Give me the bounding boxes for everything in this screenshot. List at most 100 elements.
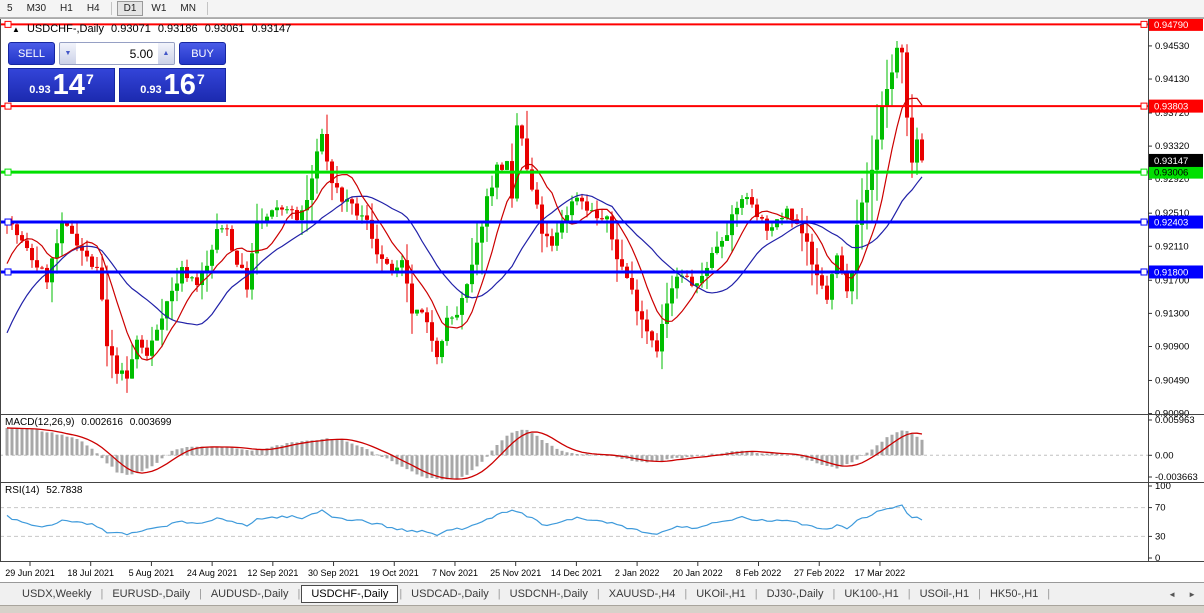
one-click-trading-panel: SELL ▼ 5.00 ▲ BUY 0.93 14 7 0.93 16 7 xyxy=(8,42,226,102)
chart-title: ▲ USDCHF-,Daily 0.93071 0.93186 0.93061 … xyxy=(12,23,295,35)
chart-tab-ukoil-h1[interactable]: UKOil-,H1 xyxy=(696,588,746,600)
chart-canvas[interactable]: 0.94530 0.94130 0.93720 0.93320 0.92920 0.925… xyxy=(0,0,1204,580)
candles xyxy=(5,40,924,393)
buy-big-figure: 0.93 xyxy=(140,84,162,96)
price-tick-label: 0.91700 xyxy=(1155,275,1189,286)
sell-pips: 14 xyxy=(52,69,85,101)
sell-big-figure: 0.93 xyxy=(29,84,51,96)
timeframe-toolbar: 5 M30 H1 H4 D1 W1 MN xyxy=(0,0,1204,18)
price-tick-label: 0.90900 xyxy=(1155,342,1189,353)
tab-separator: | xyxy=(596,588,600,600)
macd-axis-label: -0.003663 xyxy=(1155,472,1198,483)
toolbar-separator xyxy=(110,2,112,15)
macd-value: 0.002616 xyxy=(81,417,123,428)
level-handle[interactable] xyxy=(4,102,12,110)
date-label: 27 Feb 2022 xyxy=(794,568,845,578)
timeframe-button-W1[interactable]: W1 xyxy=(151,3,167,14)
tab-separator: | xyxy=(978,588,981,600)
volume-decrease-button[interactable]: ▼ xyxy=(60,43,76,64)
collapse-panel-icon[interactable]: ▲ xyxy=(12,25,20,34)
rsi-plot xyxy=(0,504,1148,537)
chart-tab-dj30-daily[interactable]: DJ30-,Daily xyxy=(766,588,824,600)
ohlc-high: 0.93186 xyxy=(157,23,198,35)
ohlc-open: 0.93071 xyxy=(111,23,151,35)
macd-axis-label: 0.00 xyxy=(1155,450,1174,461)
current-price-label: 0.93147 xyxy=(1154,156,1188,167)
chart-tab-xauusd-h4[interactable]: XAUUSD-,H4 xyxy=(608,588,676,600)
macd-signal-value: 0.003699 xyxy=(129,417,172,428)
tab-separator: | xyxy=(832,588,836,600)
price-axis[interactable]: 0.94530 0.94130 0.93720 0.93320 0.92920 0.925… xyxy=(1140,0,1204,580)
tab-separator: | xyxy=(198,588,202,600)
rsi-axis-label: 100 xyxy=(1155,481,1171,492)
tab-scroll-right-icon[interactable]: ► xyxy=(1188,589,1196,599)
buy-pips: 16 xyxy=(163,69,196,101)
chart-tab-usdcnh-daily[interactable]: USDCNH-,Daily xyxy=(509,588,588,600)
date-label: 24 Aug 2021 xyxy=(187,568,238,578)
macd-name: MACD(12,26,9) xyxy=(5,417,75,428)
price-tick-label: 0.94530 xyxy=(1155,41,1189,52)
chart-tab-eurusd-daily[interactable]: EURUSD-,Daily xyxy=(112,588,190,600)
timeframe-button-D1[interactable]: D1 xyxy=(116,1,144,16)
price-tick-label: 0.93720 xyxy=(1155,108,1189,119)
timeframe-button-MN[interactable]: MN xyxy=(180,3,196,14)
time-axis[interactable]: 29 Jun 2021 18 Jul 2021 5 Aug 2021 24 Aug 2… xyxy=(5,562,905,578)
tab-separator: | xyxy=(100,588,104,600)
rsi-line xyxy=(6,504,923,537)
date-label: 7 Nov 2021 xyxy=(432,568,478,578)
timeframe-button-M30[interactable]: M30 xyxy=(26,3,47,14)
date-label: 14 Dec 2021 xyxy=(551,568,602,578)
buy-price-display[interactable]: 0.93 16 7 xyxy=(119,68,226,102)
tab-scroll-left-icon[interactable]: ◄ xyxy=(1168,589,1177,599)
volume-increase-button[interactable]: ▲ xyxy=(158,43,174,64)
price-tick-label: 0.91300 xyxy=(1155,308,1189,319)
chart-tab-audusd-daily[interactable]: AUDUSD-,Daily xyxy=(210,588,289,600)
tab-separator: | xyxy=(1047,588,1051,600)
triangle-up-icon: ▲ xyxy=(162,50,170,57)
level-handle[interactable] xyxy=(4,268,12,276)
sell-button[interactable]: SELL xyxy=(8,42,55,65)
chart-tab-usoil-h1[interactable]: USOil-,H1 xyxy=(919,588,970,600)
timeframe-button-H1[interactable]: H1 xyxy=(60,3,73,14)
buy-pipette: 7 xyxy=(196,71,205,87)
date-label: 30 Sep 2021 xyxy=(308,568,359,578)
ohlc-low: 0.93061 xyxy=(204,23,245,35)
buy-button[interactable]: BUY xyxy=(179,42,226,65)
chart-tab-uk100-h1[interactable]: UK100-,H1 xyxy=(844,588,899,600)
price-tick-label: 0.94130 xyxy=(1155,74,1189,85)
ohlc-close: 0.93147 xyxy=(251,23,292,35)
rsi-label: RSI(14) 52.7838 xyxy=(5,485,86,496)
timeframe-button-H4[interactable]: H4 xyxy=(86,3,100,14)
tab-separator: | xyxy=(907,588,911,600)
date-label: 20 Jan 2022 xyxy=(673,568,723,578)
level-handle[interactable] xyxy=(4,168,12,176)
sell-pipette: 7 xyxy=(85,71,94,87)
tab-separator: | xyxy=(497,588,501,600)
date-label: 12 Sep 2021 xyxy=(247,568,298,578)
level-price-label: 0.93803 xyxy=(1154,102,1188,113)
date-label: 25 Nov 2021 xyxy=(490,568,541,578)
date-label: 19 Oct 2021 xyxy=(370,568,419,578)
tab-scroll-arrows: ◄ ► xyxy=(1168,590,1204,599)
level-price-label: 0.93006 xyxy=(1154,168,1188,179)
level-handle[interactable] xyxy=(4,20,12,28)
sell-price-display[interactable]: 0.93 14 7 xyxy=(8,68,115,102)
date-label: 18 Jul 2021 xyxy=(67,568,114,578)
chart-tab-bar: USDX,Weekly | EURUSD-,Daily | AUDUSD-,Daily |… xyxy=(0,582,1204,605)
level-handle[interactable] xyxy=(4,218,12,226)
chart-tab-hk50-h1[interactable]: HK50-,H1 xyxy=(989,588,1039,600)
chart-tab-usdx-weekly[interactable]: USDX,Weekly xyxy=(22,588,92,600)
chart-tab-usdchf-daily[interactable]: USDCHF-,Daily xyxy=(301,585,399,603)
level-price-label: 0.91800 xyxy=(1154,267,1188,278)
status-bar xyxy=(0,605,1204,613)
tab-separator: | xyxy=(754,588,758,600)
date-label: 17 Mar 2022 xyxy=(855,568,906,578)
timeframe-button-5[interactable]: 5 xyxy=(7,3,13,14)
triangle-down-icon: ▼ xyxy=(64,50,72,57)
macd-label: MACD(12,26,9) 0.002616 0.003699 xyxy=(5,417,175,428)
date-label: 8 Feb 2022 xyxy=(736,568,782,578)
price-tick-label: 0.90490 xyxy=(1155,375,1189,386)
date-label: 2 Jan 2022 xyxy=(615,568,660,578)
chart-tab-usdcad-daily[interactable]: USDCAD-,Daily xyxy=(411,588,489,600)
volume-field[interactable]: 5.00 xyxy=(76,43,158,64)
